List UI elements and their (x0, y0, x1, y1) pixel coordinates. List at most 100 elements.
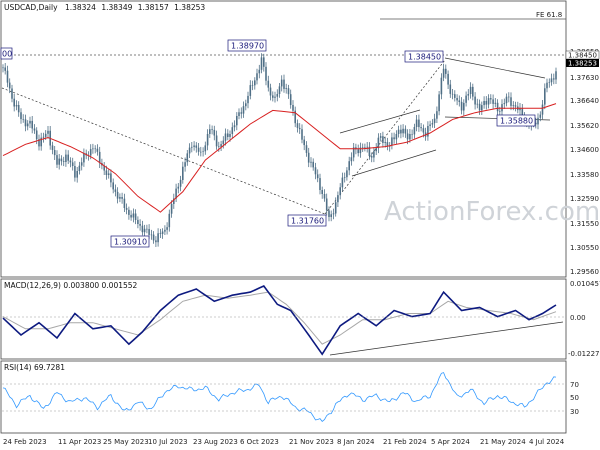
price-bar-body (429, 124, 431, 126)
price-bar-body (301, 129, 303, 140)
price-bar-body (123, 198, 126, 208)
price-bar-body (94, 148, 96, 150)
price-bar-body (40, 137, 42, 147)
price-bar-body (98, 151, 101, 164)
price-bar-body (346, 170, 348, 178)
price-bar-body (4, 67, 6, 71)
y-tick: 50 (570, 394, 579, 402)
price-bar-body (287, 88, 290, 95)
price-bar-body (51, 145, 54, 150)
price-bar-body (179, 179, 182, 187)
price-bar-body (431, 123, 434, 125)
price-bar-body (494, 102, 497, 104)
price-bar-body (152, 234, 155, 241)
y-tick: 1.32590 (570, 195, 599, 203)
price-bar-body (334, 202, 337, 214)
y-tick: 0.010457 (570, 280, 600, 288)
left-edge-label: 00 (0, 47, 13, 60)
x-tick: 11 Apr 2023 (58, 438, 101, 446)
price-bar-body (42, 136, 45, 138)
price-bar-body (366, 146, 368, 148)
channel-upper-line (339, 109, 421, 134)
price-bar-body (316, 174, 319, 179)
macd-title: MACD(12,26,9) 0.003800 0.001552 (4, 281, 138, 290)
price-bar-body (357, 149, 359, 154)
y-tick: 1.36640 (570, 97, 599, 105)
price-bar-body (134, 213, 137, 220)
price-bar-body (105, 170, 108, 175)
price-bar-body (69, 160, 72, 163)
price-bar-body (33, 128, 36, 131)
price-bar-body (539, 114, 542, 118)
price-bar-body (132, 213, 135, 218)
rsi-series (2, 372, 557, 422)
price-bar-body (35, 130, 38, 140)
price-bar-body (312, 161, 314, 168)
price-bar-body (472, 86, 474, 97)
price-bar-body (319, 178, 321, 190)
price-bar-body (458, 100, 461, 102)
price-bar-body (310, 161, 312, 163)
price-bar-body (512, 105, 515, 106)
x-tick: 21 May 2024 (480, 438, 526, 446)
price-bar-body (278, 86, 281, 94)
price-bar-body (269, 87, 272, 96)
price-bar-body (65, 154, 67, 162)
price-bar-body (155, 240, 157, 243)
ohlc-low: 1.38157 (138, 3, 169, 12)
price-bar-body (487, 98, 490, 105)
y-tick: 1.31550 (570, 220, 599, 228)
rsi-line (2, 372, 557, 422)
price-bar-body (476, 103, 479, 105)
price-bar-body (370, 156, 373, 158)
price-bar-body (289, 94, 292, 105)
price-bar-body (161, 231, 164, 234)
price-bar-body (197, 147, 200, 152)
price-bar-body (427, 126, 429, 137)
y-tick: 1.33580 (570, 171, 599, 179)
price-bar-body (8, 82, 11, 89)
price-bar-body (400, 129, 402, 134)
price-bar-body (492, 99, 494, 104)
price-bar-body (328, 210, 330, 217)
rsi-title: RSI(14) 69.7281 (4, 363, 65, 372)
current-price-tag: 1.38253 (566, 59, 599, 68)
price-bar-body (384, 142, 386, 143)
price-bar-body (233, 125, 236, 128)
macd-signal-line (2, 291, 557, 345)
price-bar-body (337, 195, 339, 203)
price-bar-body (454, 94, 456, 98)
price-bar-body (130, 214, 132, 218)
price-bar-body (125, 208, 128, 210)
price-bar-body (541, 104, 544, 115)
timeframe: Daily (39, 3, 59, 12)
price-bar-body (440, 77, 443, 95)
price-bar-body (83, 153, 85, 163)
price-bar-body (38, 139, 40, 147)
svg-text:1.31760: 1.31760 (291, 217, 324, 226)
price-bar-body (218, 146, 220, 147)
price-bar-body (433, 118, 436, 124)
price-bar-body (382, 136, 384, 143)
price-bar-body (26, 123, 29, 127)
price-bar-body (368, 146, 371, 156)
price-bar-body (143, 228, 146, 233)
price-bar-body (406, 133, 409, 140)
x-tick: 10 Jul 2023 (148, 438, 188, 446)
price-bar-body (386, 142, 389, 147)
price-panel-frame (0, 0, 567, 278)
price-bar-body (157, 233, 159, 243)
x-tick: 6 Oct 2023 (240, 438, 279, 446)
price-bar-body (56, 155, 58, 165)
price-bar-body (550, 78, 553, 83)
price-bar-body (242, 106, 245, 114)
price-bar-body (177, 186, 180, 189)
macd-panel-frame (0, 278, 567, 360)
price-bar-body (499, 111, 501, 112)
x-tick: 21 Nov 2023 (289, 438, 334, 446)
price-annotation-4: 1.31760 (287, 214, 327, 227)
price-bar-body (116, 191, 119, 199)
price-panel-title: USDCAD,Daily 1.38324 1.38349 1.38157 1.3… (4, 3, 205, 12)
price-bar-body (200, 151, 202, 153)
svg-text:1.38970: 1.38970 (231, 42, 264, 51)
